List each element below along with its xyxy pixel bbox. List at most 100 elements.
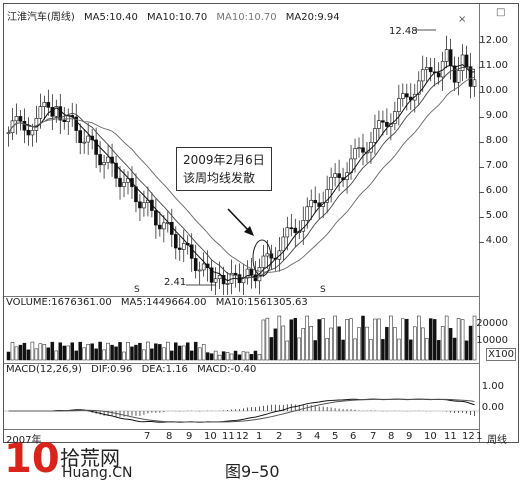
volume-bar	[245, 351, 250, 361]
price-axis-tick	[479, 42, 484, 43]
figure-caption: 图9–50	[225, 462, 280, 481]
volume-bar	[74, 350, 78, 361]
volume-bar	[154, 343, 158, 361]
volume-bar	[106, 342, 110, 361]
moving-average-line	[8, 76, 475, 273]
volume-bar	[50, 341, 55, 361]
volume-bar	[38, 343, 43, 361]
volume-bar	[460, 319, 465, 361]
time-axis-label: 10	[424, 431, 437, 442]
volume-bar	[317, 319, 321, 361]
ma10-value: MA10:10.70	[147, 12, 208, 23]
volume-bar	[98, 341, 102, 361]
volume-bar	[18, 344, 23, 361]
candle-body	[405, 93, 409, 98]
volume-bar	[70, 342, 74, 361]
volume-bar	[82, 347, 86, 361]
candle-body	[158, 224, 162, 230]
time-axis-label: 12	[236, 431, 249, 442]
macd-header: MACD(12,26,9) DIF:0.96 DEA:1.16 MACD:-0.…	[6, 364, 262, 375]
volume-bar	[448, 328, 453, 361]
candle-body	[401, 93, 405, 99]
candle-body	[464, 54, 469, 67]
volume-bar	[269, 337, 274, 361]
candlestick-chart[interactable]	[4, 20, 479, 295]
volume-bar	[357, 327, 361, 361]
candle-body	[197, 269, 202, 272]
close-icon[interactable]: ×	[458, 14, 467, 25]
volume-bar	[293, 318, 298, 361]
window-square-icon[interactable]: □	[496, 7, 506, 18]
candle-body	[142, 202, 146, 209]
time-axis-label: 12	[462, 431, 475, 442]
high-price-label: 12.48	[389, 26, 418, 37]
volume-chart[interactable]	[4, 310, 479, 362]
candle-body	[62, 119, 67, 122]
dea-line	[8, 398, 475, 423]
volume-bar	[26, 349, 31, 361]
volume-bar	[381, 339, 385, 361]
moving-average-line	[8, 66, 475, 279]
volume-bar	[385, 326, 389, 361]
arrowhead	[244, 226, 254, 236]
candle-body	[373, 128, 377, 143]
price-axis-tick	[479, 117, 484, 118]
volume-bar	[170, 350, 174, 361]
candle-body	[436, 72, 441, 78]
logo-brand: 拾荒网	[60, 446, 120, 470]
volume-bar	[313, 340, 317, 361]
candle-body	[321, 201, 325, 207]
candle-body	[26, 129, 31, 136]
volume-bar	[420, 327, 425, 361]
volume-bar	[257, 354, 262, 361]
candle-body	[78, 130, 82, 143]
volume-bar	[130, 346, 134, 361]
candle-body	[6, 132, 11, 135]
candle-body	[233, 272, 238, 275]
volume-bar	[126, 342, 130, 361]
candle-body	[289, 227, 294, 230]
volume-axis-label: 10000	[476, 335, 508, 346]
volume-header: VOLUME:1676361.00 MA5:1449664.00 MA10:15…	[6, 297, 314, 308]
volume-bar	[142, 349, 146, 361]
candle-body	[285, 227, 290, 238]
candle-body	[460, 54, 465, 71]
highlight-ellipse	[252, 239, 272, 277]
volume-bar	[417, 315, 421, 361]
volume-bar	[229, 353, 234, 361]
candle-body	[209, 267, 214, 283]
volume-bar	[321, 318, 325, 361]
volume-bar	[309, 326, 313, 361]
time-axis-label: 7	[370, 431, 377, 442]
logo-number: 10	[4, 436, 60, 482]
time-axis-label: 9	[186, 431, 193, 442]
volume-unit-label: X100	[486, 348, 516, 361]
volume-bar	[468, 325, 473, 361]
volume-bar	[353, 338, 357, 361]
macd-value: MACD:-0.40	[197, 364, 257, 375]
volume-bar	[373, 318, 377, 361]
axis-divider	[479, 4, 480, 442]
volume-bar	[118, 342, 122, 361]
candle-body	[42, 102, 47, 107]
price-axis-label: 10.00	[479, 85, 508, 96]
annotation-date: 2009年2月6日	[183, 153, 265, 167]
candle-body	[325, 189, 329, 203]
candle-body	[201, 263, 206, 271]
candle-body	[261, 255, 266, 268]
stock-name: 江淮汽车(周线)	[7, 12, 75, 23]
volume-bar	[365, 326, 369, 361]
price-axis-label: 8.00	[485, 135, 508, 146]
candle-body	[416, 80, 421, 95]
volume-bar	[432, 319, 437, 361]
candle-body	[448, 49, 453, 67]
time-axis-label: 3	[296, 431, 303, 442]
volume-bar	[456, 318, 461, 361]
candle-body	[173, 234, 178, 249]
candle-body	[444, 49, 449, 62]
candle-body	[98, 154, 102, 166]
volume-bar	[345, 318, 349, 361]
volume-bar	[333, 315, 337, 361]
macd-chart[interactable]	[4, 376, 479, 428]
macd-params: MACD(12,26,9)	[6, 364, 82, 375]
